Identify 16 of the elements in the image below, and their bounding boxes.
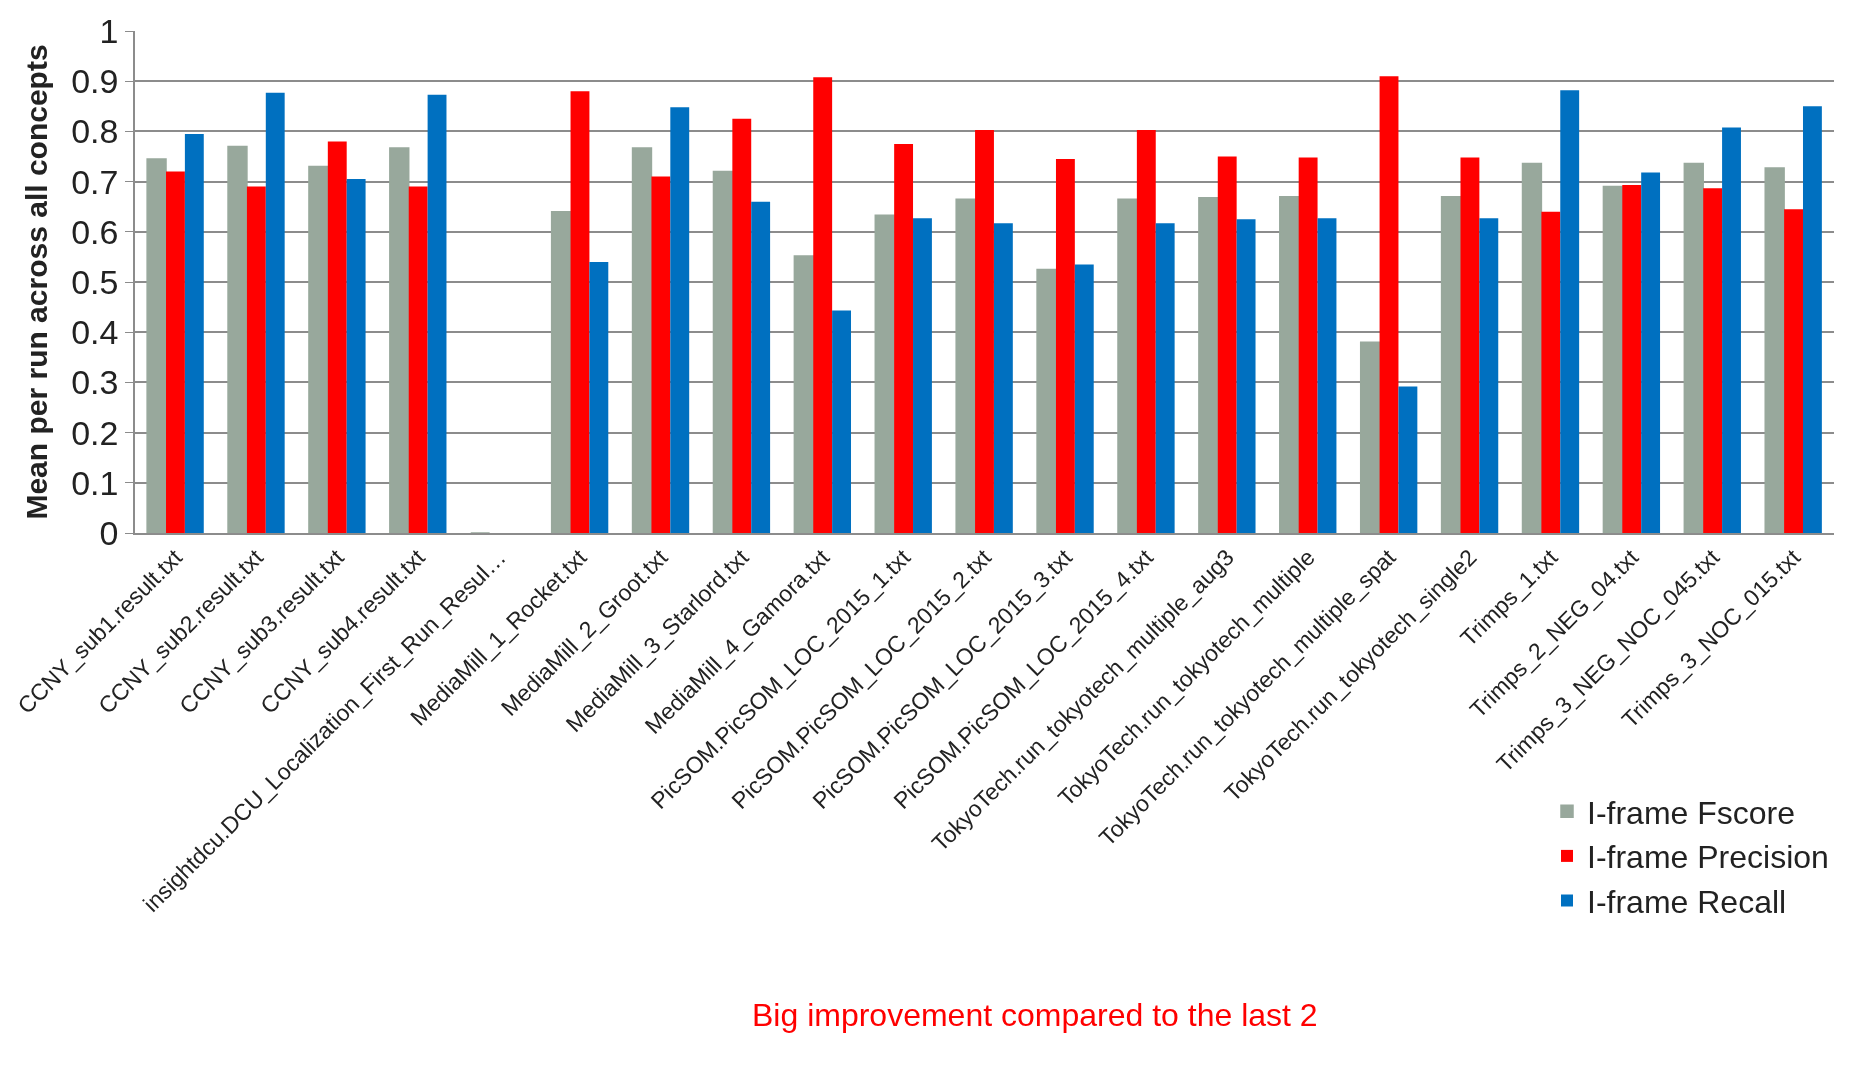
y-tick-label: 0.1 — [71, 463, 119, 502]
y-tick-label: 1 — [99, 11, 119, 50]
legend-label: I-frame Fscore — [1587, 794, 1796, 831]
y-tick-label: 0.5 — [71, 262, 119, 301]
y-tick-label: 0.3 — [71, 363, 119, 402]
y-axis-title: Mean per run across all concepts — [19, 44, 53, 520]
legend-label: I-frame Precision — [1587, 839, 1829, 876]
y-tick-label: 0.2 — [71, 413, 119, 452]
y-tick-label: 0.8 — [71, 112, 119, 151]
legend-label: I-frame Recall — [1587, 883, 1787, 920]
y-tick-label: 0.9 — [71, 62, 119, 101]
y-tick-label: 0.6 — [71, 212, 119, 251]
y-tick-label: 0 — [99, 513, 119, 552]
y-tick-label: 0.7 — [71, 162, 119, 201]
y-tick-label: 0.4 — [71, 313, 119, 352]
text: Big improvement compared to the last 2 — [752, 997, 1318, 1033]
